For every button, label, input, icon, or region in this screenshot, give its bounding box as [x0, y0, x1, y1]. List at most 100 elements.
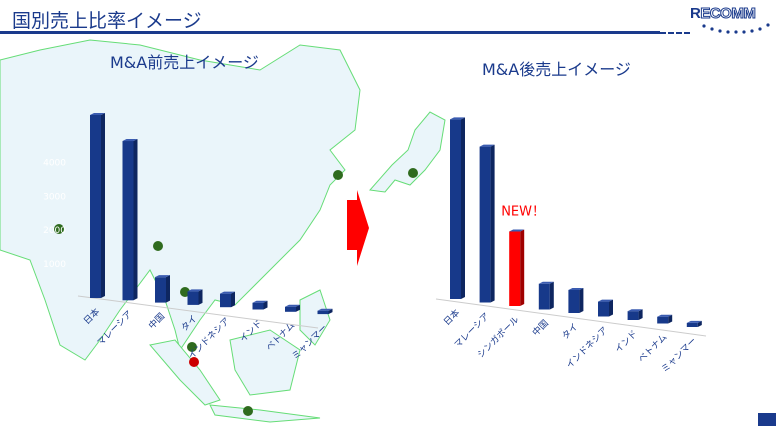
bar-front — [479, 146, 491, 303]
location-marker — [153, 241, 163, 251]
location-marker — [54, 224, 64, 234]
x-tick-label: 日本 — [441, 307, 462, 328]
right-arrow-icon — [347, 190, 369, 266]
x-tick-label: 中国 — [530, 317, 551, 338]
bar-front — [686, 322, 698, 327]
bar-タイ — [568, 287, 584, 313]
bar-front — [509, 231, 521, 306]
bar-top — [598, 299, 613, 302]
bar-top — [450, 117, 465, 120]
bar-side — [668, 314, 673, 324]
bar-side — [579, 287, 584, 313]
bar-top — [568, 287, 584, 290]
map-philippines — [299, 289, 331, 346]
bar-top — [155, 275, 170, 278]
bar-side — [231, 291, 235, 308]
bar-side — [263, 300, 268, 310]
bar-front — [285, 306, 296, 312]
bar-ベトナム — [657, 314, 673, 324]
bar-top — [122, 139, 138, 142]
y-tick-label: 4000 — [43, 158, 66, 168]
bar-front — [155, 277, 166, 303]
bar-top — [187, 289, 203, 292]
bar-side — [697, 320, 702, 327]
bar-side — [638, 309, 643, 320]
bar-side — [490, 144, 495, 303]
bar-top — [686, 320, 702, 323]
bar-front — [317, 310, 329, 315]
company-logo: RECOMM — [690, 5, 756, 23]
x-tick-label: 中国 — [146, 310, 167, 331]
location-marker — [408, 168, 418, 178]
location-marker — [187, 342, 197, 352]
bar-top — [627, 309, 643, 312]
bar-front — [122, 141, 134, 301]
bar-top — [90, 113, 105, 115]
bar-中国 — [538, 281, 554, 310]
bar-インドネシア — [598, 299, 613, 317]
bar-日本 — [90, 113, 105, 298]
bar-インド — [252, 300, 268, 310]
y-tick-label: 3000 — [43, 192, 66, 202]
location-marker — [243, 406, 253, 416]
asia-map — [0, 39, 446, 423]
bar-top — [657, 314, 673, 317]
x-axis-line — [435, 298, 707, 337]
bar-side — [166, 275, 170, 303]
map-borneo — [229, 329, 301, 396]
bar-中国 — [155, 275, 170, 303]
page-title: 国別売上比率イメージ — [12, 10, 202, 32]
bar-マレーシア — [479, 144, 495, 303]
x-tick-label: ベトナム — [636, 332, 669, 365]
bar-ベトナム — [285, 304, 300, 312]
bar-マレーシア — [122, 139, 138, 301]
page-number-box — [758, 413, 776, 426]
bar-side — [101, 113, 105, 298]
new-annotation: NEW！ — [501, 204, 545, 219]
bar-front — [220, 293, 231, 308]
bar-side — [549, 281, 554, 310]
bar-front — [627, 311, 639, 320]
map-java — [209, 404, 321, 423]
x-tick-label: タイ — [560, 321, 581, 342]
bar-top — [538, 281, 554, 284]
x-axis-line — [77, 295, 319, 329]
bar-top — [317, 308, 333, 311]
y-tick-label: 1000 — [43, 260, 66, 270]
map-sumatra — [149, 339, 221, 406]
bar-side — [296, 304, 300, 312]
bar-side — [198, 289, 203, 305]
bar-front — [657, 316, 669, 324]
location-marker — [333, 170, 343, 180]
bar-top — [220, 291, 235, 294]
bar-front — [187, 291, 199, 305]
bar-日本 — [450, 117, 465, 299]
bar-side — [461, 117, 465, 299]
logo-dots — [702, 23, 770, 34]
bar-front — [450, 119, 461, 299]
bar-インドネシア — [220, 291, 235, 308]
bar-side — [609, 299, 613, 317]
bar-ミャンマー — [686, 320, 702, 327]
title-rule — [0, 31, 660, 34]
bar-side — [328, 308, 333, 315]
bar-top — [252, 300, 268, 303]
bar-top — [509, 229, 525, 232]
location-marker-highlight — [189, 357, 199, 367]
bar-ミャンマー — [317, 308, 333, 315]
bar-side — [520, 229, 525, 306]
chart-title: M&A前売上イメージ — [110, 53, 259, 72]
bar-front — [538, 283, 550, 310]
bar-side — [133, 139, 138, 301]
bar-top — [285, 304, 300, 307]
bar-front — [252, 302, 264, 310]
bar-シンガポール — [509, 229, 525, 306]
title-rule-dashed — [660, 32, 690, 34]
map-japan — [369, 111, 446, 193]
y-tick-label: 2000 — [43, 226, 66, 236]
bar-front — [90, 115, 101, 298]
bar-front — [598, 301, 609, 317]
